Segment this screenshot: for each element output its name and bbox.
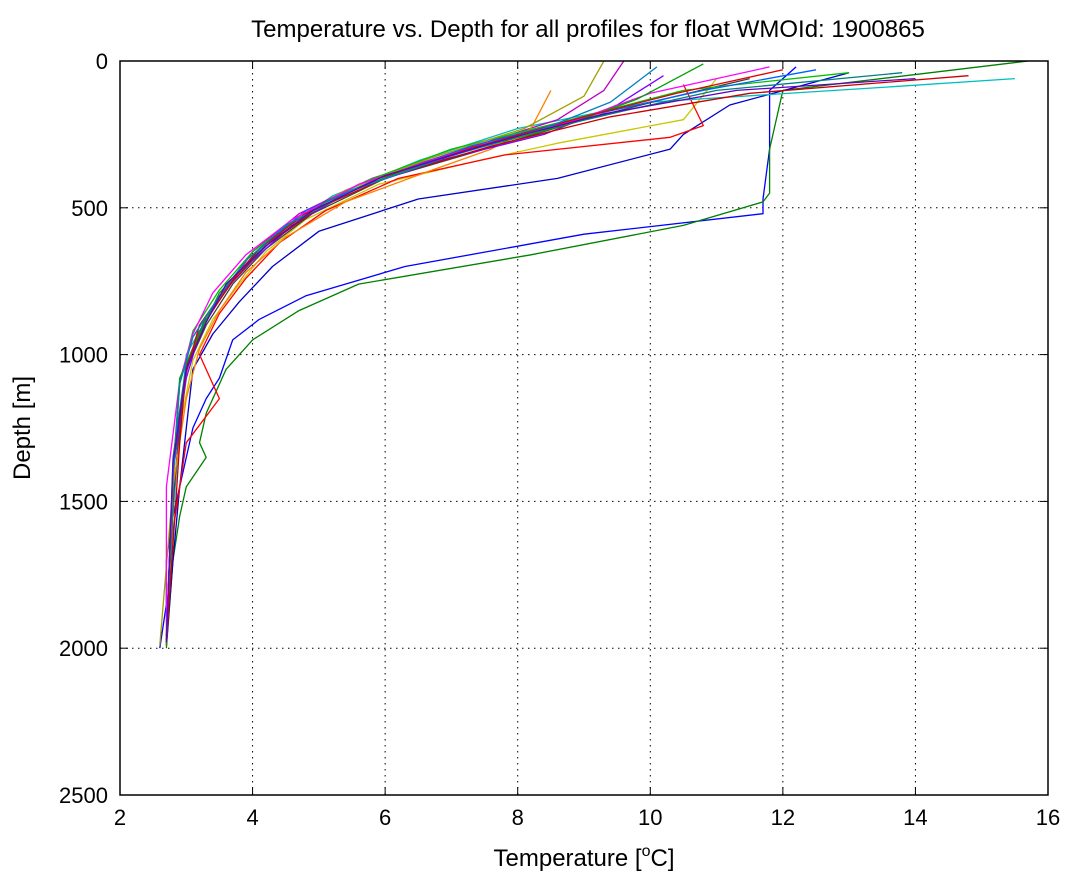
profile-line-7 — [165, 61, 625, 637]
y-tick-label: 0 — [96, 49, 108, 74]
plot-frame — [119, 60, 1049, 796]
x-tick-label: 8 — [512, 805, 524, 830]
profile-line-14 — [165, 69, 817, 640]
chart-title: Temperature vs. Depth for all profiles f… — [251, 16, 925, 43]
profile-line-20 — [165, 77, 916, 643]
grid-lines — [120, 61, 1048, 795]
y-tick-label: 1500 — [59, 489, 108, 514]
y-tick-label: 2500 — [59, 783, 108, 808]
profile-line-16 — [165, 72, 903, 643]
y-tick-label: 2000 — [59, 636, 108, 661]
profile-line-6 — [165, 77, 1015, 643]
profile-line-2 — [165, 61, 1029, 649]
profile-line-13 — [159, 61, 605, 646]
profile-line-11 — [165, 75, 664, 637]
y-tick-label: 500 — [71, 196, 108, 221]
profile-line-8 — [165, 77, 750, 643]
x-tick-label: 2 — [114, 805, 126, 830]
y-tick-labels: 0 500 1000 1500 2000 2500 — [59, 49, 108, 808]
profile-lines — [159, 61, 1029, 649]
profile-line-19 — [165, 66, 658, 637]
x-axis-label-superscript: o — [642, 843, 651, 860]
x-tick-labels: 2 4 6 8 10 12 14 16 — [114, 805, 1060, 830]
x-axis-label: Temperature [oC] — [494, 843, 675, 872]
x-tick-label: 6 — [379, 805, 391, 830]
x-tick-label: 12 — [771, 805, 795, 830]
profile-line-4 — [165, 78, 718, 646]
y-axis-label: Depth [m] — [9, 376, 36, 480]
axis-ticks — [119, 60, 1049, 796]
y-tick-label: 1000 — [59, 343, 108, 368]
profile-line-12 — [165, 75, 969, 646]
x-tick-label: 16 — [1036, 805, 1060, 830]
plot-area — [159, 61, 1029, 649]
profile-line-5 — [165, 84, 704, 643]
x-tick-label: 10 — [638, 805, 662, 830]
profile-line-10 — [165, 72, 850, 640]
x-tick-label: 4 — [246, 805, 258, 830]
x-tick-label: 14 — [903, 805, 927, 830]
profile-line-3 — [165, 72, 850, 646]
